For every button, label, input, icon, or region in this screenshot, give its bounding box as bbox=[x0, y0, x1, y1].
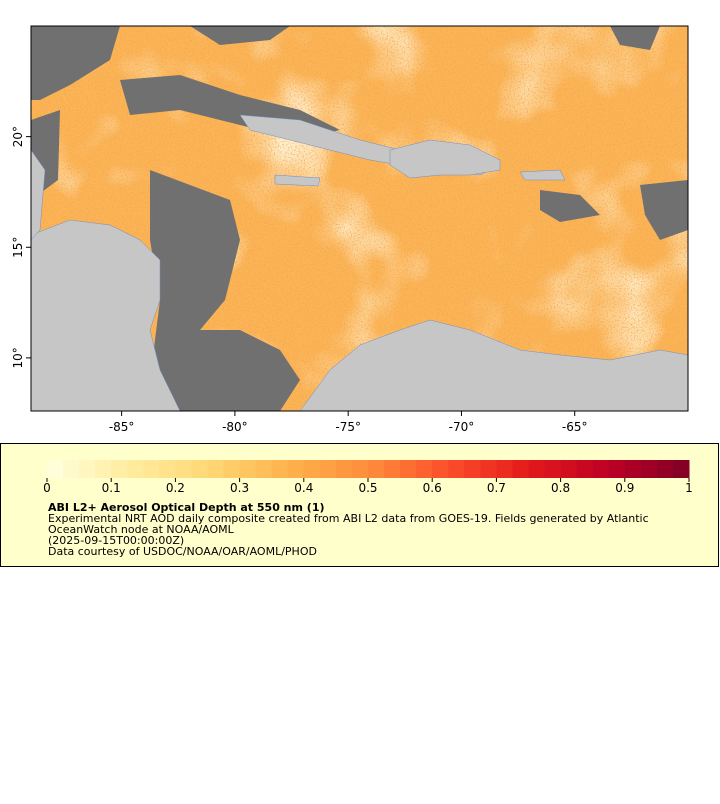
colorbar-cell bbox=[127, 460, 144, 478]
colorbar-cell bbox=[448, 460, 465, 478]
legend-title: ABI L2+ Aerosol Optical Depth at 550 nm … bbox=[48, 501, 325, 514]
colorbar-cell bbox=[496, 460, 513, 478]
colorbar-cell bbox=[271, 460, 289, 478]
legend-line: OceanWatch node at NOAA/AOML bbox=[48, 523, 235, 536]
colorbar-cell bbox=[624, 460, 642, 478]
colorbar-cell bbox=[47, 460, 64, 478]
map-frame bbox=[30, 25, 689, 412]
colorbar-cell bbox=[159, 460, 176, 478]
map-image bbox=[31, 26, 688, 411]
colorbar-cell bbox=[528, 460, 546, 478]
colorbar-tick-label: 0.7 bbox=[487, 481, 506, 495]
x-tick-label: -75° bbox=[335, 420, 361, 434]
colorbar-cell bbox=[255, 460, 273, 478]
y-tick-label: 15° bbox=[11, 237, 25, 258]
colorbar-cell bbox=[464, 460, 481, 478]
colorbar-tick-label: 0.4 bbox=[294, 481, 313, 495]
colorbar-tick-label: 0.5 bbox=[358, 481, 377, 495]
colorbar-cell bbox=[576, 460, 594, 478]
colorbar-cell bbox=[416, 460, 433, 478]
colorbar-cell bbox=[368, 460, 385, 478]
colorbar-cell bbox=[544, 460, 562, 478]
colorbar-tick-label: 0.8 bbox=[551, 481, 570, 495]
colorbar-cell bbox=[335, 460, 353, 478]
legend-line: Experimental NRT AOD daily composite cre… bbox=[48, 512, 649, 525]
colorbar-tick-label: 0.1 bbox=[102, 481, 121, 495]
legend-line: Data courtesy of USDOC/NOAA/OAR/AOML/PHO… bbox=[48, 545, 317, 558]
colorbar-cell bbox=[303, 460, 321, 478]
colorbar-cell bbox=[143, 460, 160, 478]
colorbar-cell bbox=[640, 460, 658, 478]
colorbar-cell bbox=[191, 460, 208, 478]
colorbar-cell bbox=[111, 460, 128, 478]
x-tick-label: -65° bbox=[562, 420, 588, 434]
colorbar-cell bbox=[432, 460, 449, 478]
colorbar-cell bbox=[239, 460, 257, 478]
legend-line: (2025-09-15T00:00:00Z) bbox=[48, 534, 184, 547]
x-tick-label: -80° bbox=[222, 420, 248, 434]
colorbar-tick-label: 0 bbox=[43, 481, 51, 495]
colorbar-cell bbox=[175, 460, 192, 478]
colorbar-cell bbox=[480, 460, 497, 478]
x-tick-label: -85° bbox=[109, 420, 135, 434]
y-tick-label: 20° bbox=[11, 126, 25, 147]
colorbar-cell bbox=[656, 460, 674, 478]
colorbar-cell bbox=[207, 460, 225, 478]
colorbar-cell bbox=[608, 460, 626, 478]
colorbar-cell bbox=[400, 460, 417, 478]
colorbar-tick-label: 0.3 bbox=[230, 481, 249, 495]
colorbar-tick-label: 0.2 bbox=[166, 481, 185, 495]
colorbar-cell bbox=[319, 460, 337, 478]
y-tick-label: 10° bbox=[11, 347, 25, 368]
colorbar-cell bbox=[63, 460, 80, 478]
colorbar-cell bbox=[592, 460, 610, 478]
colorbar-cell bbox=[560, 460, 578, 478]
x-tick-label: -70° bbox=[449, 420, 475, 434]
colorbar-cell bbox=[79, 460, 96, 478]
colorbar-tick-label: 0.9 bbox=[615, 481, 634, 495]
colorbar-tick-label: 0.6 bbox=[423, 481, 442, 495]
colorbar-cell bbox=[351, 460, 369, 478]
colorbar-cell bbox=[672, 460, 690, 478]
colorbar-cell bbox=[95, 460, 112, 478]
colorbar-cell bbox=[223, 460, 241, 478]
colorbar-tick-label: 1 bbox=[685, 481, 693, 495]
colorbar-cell bbox=[384, 460, 401, 478]
colorbar-cell bbox=[512, 460, 529, 478]
colorbar-cell bbox=[287, 460, 305, 478]
